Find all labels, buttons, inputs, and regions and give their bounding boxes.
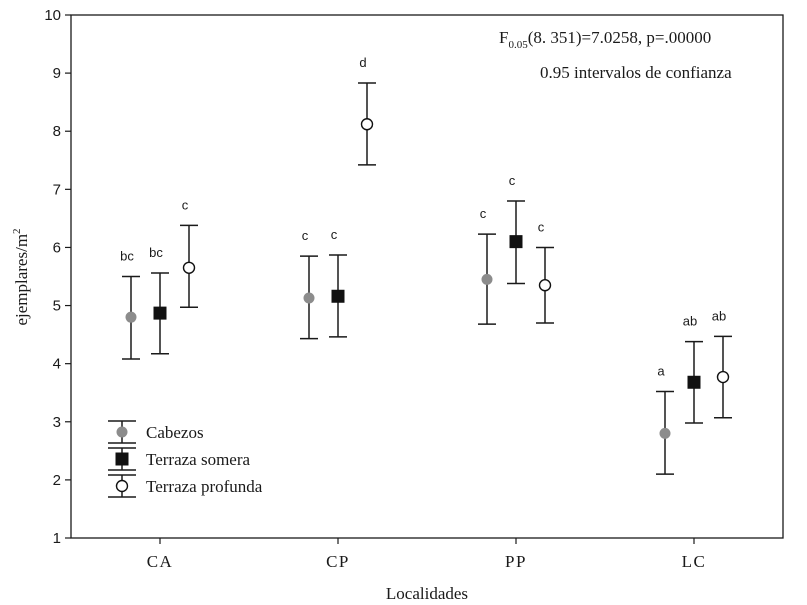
mean-point-1-pp bbox=[481, 273, 493, 285]
significance-letter-2-pp: c bbox=[509, 173, 516, 188]
significance-letter-2-ca: bc bbox=[149, 245, 163, 260]
legend-marker-cabezos bbox=[116, 426, 128, 438]
f-statistic-rest: (8. 351)=7.0258, p=.00000 bbox=[528, 28, 712, 47]
legend-marker-terraza-somera bbox=[115, 452, 129, 466]
significance-letter-3-pp: c bbox=[538, 219, 545, 234]
y-tick-label-9: 10 bbox=[44, 7, 61, 24]
mean-point-2-lc bbox=[687, 375, 701, 389]
mean-point-2-ca bbox=[153, 306, 167, 320]
y-axis-label-exponent: 2 bbox=[11, 228, 23, 234]
significance-letter-2-lc: ab bbox=[683, 314, 697, 329]
significance-letter-2-cp: c bbox=[331, 227, 338, 242]
x-axis-label: Localidades bbox=[386, 584, 468, 603]
significance-letter-3-ca: c bbox=[182, 197, 189, 212]
y-axis-label: ejemplares/m2 bbox=[11, 228, 31, 325]
mean-point-1-ca bbox=[125, 311, 137, 323]
x-tick-label-ca: CA bbox=[147, 552, 174, 571]
y-tick-label-2: 3 bbox=[53, 414, 61, 431]
legend: Cabezos Terraza somera Terraza profunda bbox=[108, 420, 263, 498]
y-tick-label-5: 6 bbox=[53, 239, 61, 256]
y-tick-label-8: 9 bbox=[53, 65, 61, 82]
mean-point-3-lc bbox=[716, 370, 730, 384]
significance-letter-1-ca: bc bbox=[120, 249, 134, 264]
y-axis-label-base: ejemplares/m bbox=[12, 234, 31, 326]
significance-letter-3-cp: d bbox=[359, 55, 366, 70]
significance-letter-1-lc: a bbox=[657, 364, 665, 379]
mean-point-3-ca bbox=[182, 261, 196, 274]
mean-point-3-pp bbox=[538, 279, 552, 292]
plot-area bbox=[70, 14, 784, 539]
significance-letter-3-lc: ab bbox=[712, 308, 726, 323]
y-tick-label-4: 5 bbox=[53, 298, 61, 315]
y-tick-label-0: 1 bbox=[53, 530, 61, 547]
f-statistic-base: F bbox=[499, 28, 508, 47]
y-tick-label-3: 4 bbox=[53, 356, 61, 373]
significance-letter-1-pp: c bbox=[480, 206, 487, 221]
y-axis: 1 2 3 4 5 6 7 8 9 10 bbox=[44, 7, 71, 547]
mean-point-2-pp bbox=[509, 235, 523, 249]
x-axis: CA CP PP LC bbox=[147, 538, 707, 571]
y-tick-label-1: 2 bbox=[53, 472, 61, 489]
x-tick-label-cp: CP bbox=[326, 552, 350, 571]
x-tick-label-lc: LC bbox=[682, 552, 707, 571]
mean-point-1-lc bbox=[659, 427, 671, 439]
significance-letter-1-cp: c bbox=[302, 228, 309, 243]
f-statistic-annotation: F0.05(8. 351)=7.0258, p=.00000 bbox=[499, 28, 711, 51]
mean-point-3-cp bbox=[360, 118, 374, 131]
legend-label-terraza-somera: Terraza somera bbox=[146, 450, 250, 469]
mean-point-2-cp bbox=[331, 289, 345, 303]
mean-point-1-cp bbox=[303, 292, 315, 304]
y-tick-label-7: 8 bbox=[53, 123, 61, 140]
x-tick-label-pp: PP bbox=[505, 552, 527, 571]
y-tick-label-6: 7 bbox=[53, 181, 61, 198]
confidence-interval-annotation: 0.95 intervalos de confianza bbox=[540, 63, 732, 82]
legend-marker-terraza-profunda bbox=[115, 479, 129, 493]
legend-label-terraza-profunda: Terraza profunda bbox=[146, 477, 263, 496]
legend-label-cabezos: Cabezos bbox=[146, 423, 204, 442]
f-statistic-subscript: 0.05 bbox=[508, 39, 528, 51]
